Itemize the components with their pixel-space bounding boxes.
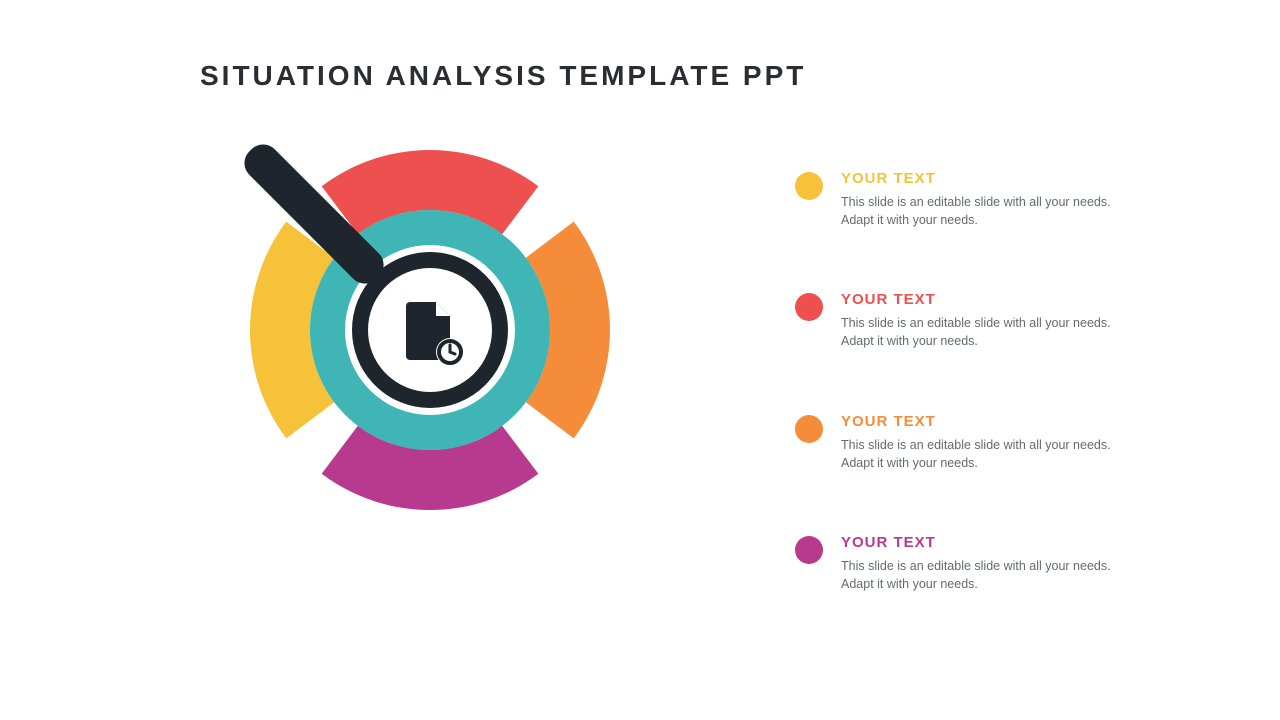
bullet-dot (795, 536, 823, 564)
item-heading: YOUR TEXT (841, 413, 1125, 430)
item-body: This slide is an editable slide with all… (841, 193, 1125, 229)
bullet-dot (795, 415, 823, 443)
item-heading: YOUR TEXT (841, 534, 1125, 551)
page-title: SITUATION ANALYSIS TEMPLATE PPT (200, 60, 806, 92)
bullet-dot (795, 293, 823, 321)
list-item: YOUR TEXT This slide is an editable slid… (795, 534, 1125, 593)
item-heading: YOUR TEXT (841, 291, 1125, 308)
list-item: YOUR TEXT This slide is an editable slid… (795, 413, 1125, 472)
analysis-graphic (200, 135, 680, 665)
bullet-dot (795, 172, 823, 200)
list-item-text: YOUR TEXT This slide is an editable slid… (841, 534, 1125, 593)
item-body: This slide is an editable slide with all… (841, 436, 1125, 472)
item-list: YOUR TEXT This slide is an editable slid… (795, 170, 1125, 655)
list-item: YOUR TEXT This slide is an editable slid… (795, 291, 1125, 350)
item-body: This slide is an editable slide with all… (841, 557, 1125, 593)
item-body: This slide is an editable slide with all… (841, 314, 1125, 350)
list-item-text: YOUR TEXT This slide is an editable slid… (841, 170, 1125, 229)
list-item-text: YOUR TEXT This slide is an editable slid… (841, 291, 1125, 350)
list-item: YOUR TEXT This slide is an editable slid… (795, 170, 1125, 229)
list-item-text: YOUR TEXT This slide is an editable slid… (841, 413, 1125, 472)
item-heading: YOUR TEXT (841, 170, 1125, 187)
